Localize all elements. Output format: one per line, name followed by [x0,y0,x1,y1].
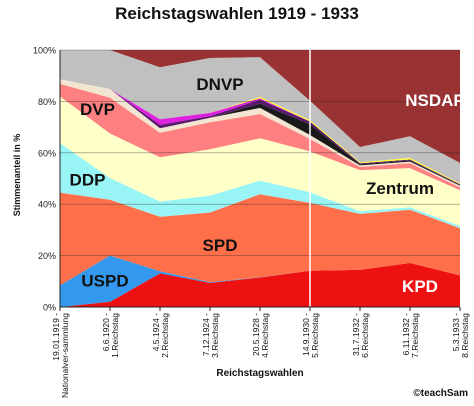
area-spd [60,192,460,286]
x-tick-label: 4.5.1924 -2.Reichstag [151,313,170,358]
series-label-zentrum: Zentrum [366,179,434,198]
x-tick-label: 20.5.1928 -4.Reichstag [251,313,270,358]
area-kpd [60,263,460,307]
x-tick-label: 31.7.1932 -6.Reichstag [351,313,370,358]
x-tick-label: 7.12.1924 -3.Reichstag [201,313,220,358]
series-label-kpd: KPD [402,277,438,296]
area-dvp [60,83,460,191]
y-tick-label: 80% [38,97,56,107]
area-ddp [60,143,460,229]
x-tick-label: 14.9.1930 -5.Reichstag [301,313,320,358]
area-series-9 [60,79,460,186]
series-label-uspd: USPD [81,271,128,290]
x-axis-label: Reichstagswahlen [216,368,304,379]
y-tick-label: 60% [38,148,56,158]
chart-title: Reichstagswahlen 1919 - 1933 [115,4,359,23]
y-tick-label: 40% [38,200,56,210]
series-label-spd: SPD [203,236,238,255]
x-tick-label: 6.11.1932 -7.Reichstag [401,313,420,358]
area-dnvp [60,50,460,184]
x-tick-label: 19.01.1919 -Nationalver-sammlung [51,313,70,398]
x-tick-label: 6.6.1920 -1.Reichstag [101,313,120,358]
series-label-ddp: DDP [70,170,106,189]
area-series-7 [60,79,460,188]
area-zentrum [60,96,460,227]
series-label-dvp: DVP [80,100,115,119]
area-nsdap [60,50,460,163]
copyright-text: ©teachSam [413,388,468,399]
y-tick-label: 100% [33,46,56,56]
x-tick-label: 5.3.1933 -8.Reichstag [451,313,470,358]
y-tick-label: 20% [38,251,56,261]
area-uspd [60,255,460,307]
y-tick-label: 0% [43,303,56,313]
series-label-dnvp: DNVP [196,75,243,94]
series-label-nsdap: NSDAP [405,91,465,110]
